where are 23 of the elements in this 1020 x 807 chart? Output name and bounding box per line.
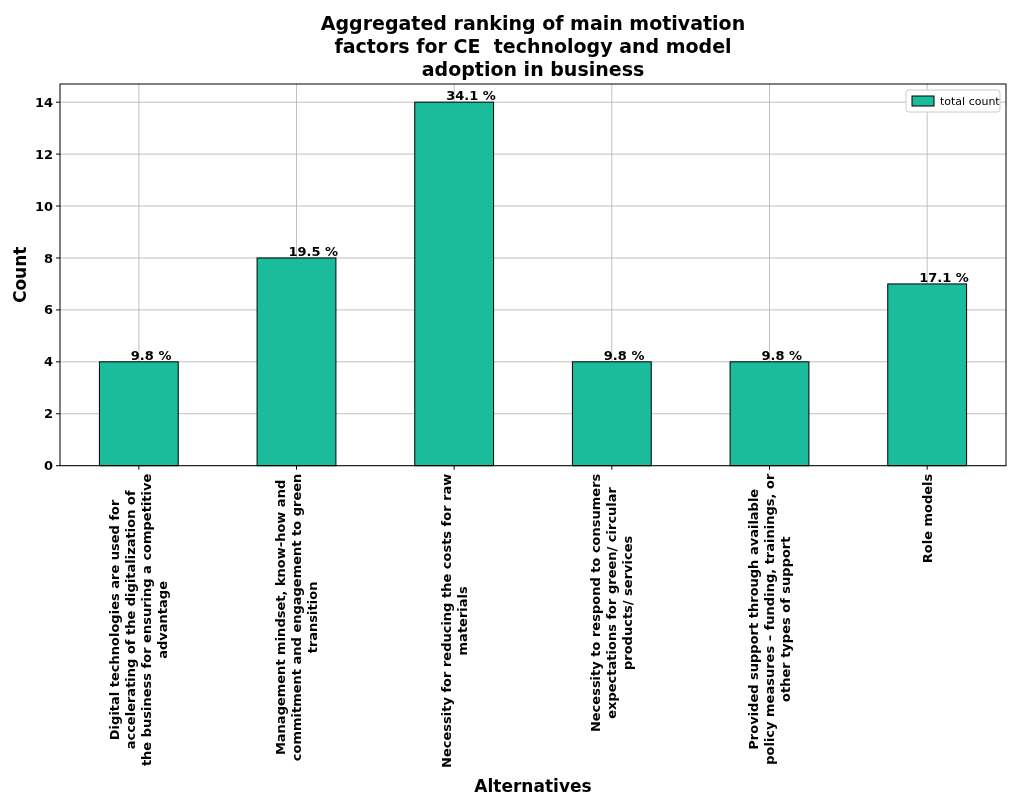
- y-tick-label: 10: [34, 198, 53, 214]
- annotation: 9.8 %: [603, 347, 645, 363]
- chart-title: Aggregated ranking of main motivation factors for CE technology and model adoption in business: [320, 12, 746, 80]
- annotation: 34.1 %: [446, 88, 496, 104]
- x-tick-label: Provided support through available policy measures – funding, trainings, or other types of support: [746, 473, 794, 765]
- x-tick-label: Management mindset, know-how and commitment and engagement to green transition: [273, 473, 321, 762]
- y-tick-label: 8: [43, 250, 53, 266]
- y-tick-label: 12: [34, 146, 53, 162]
- annotation: 19.5 %: [288, 243, 339, 259]
- annotation: 9.8 %: [130, 347, 172, 363]
- x-tick-label: Role models: [919, 473, 935, 564]
- y-tick-label: 4: [43, 354, 53, 370]
- y-axis-title: Count: [10, 246, 30, 304]
- y-tick-label: 14: [34, 94, 53, 110]
- x-tick-label: Necessity for reducing the costs for raw materials: [438, 473, 470, 768]
- x-tick-label: Digital technologies are used for accelerating of the digitalization of the business for ensuring a competitive advantage: [107, 473, 171, 767]
- y-tick-label: 2: [43, 406, 53, 422]
- y-tick-label: 6: [43, 302, 53, 318]
- annotation: 9.8 %: [761, 347, 803, 363]
- legend-label: total count: [940, 94, 1001, 108]
- annotation: 17.1 %: [919, 269, 969, 285]
- x-axis-title: Alternatives: [474, 776, 592, 796]
- y-tick-label: 0: [43, 458, 53, 474]
